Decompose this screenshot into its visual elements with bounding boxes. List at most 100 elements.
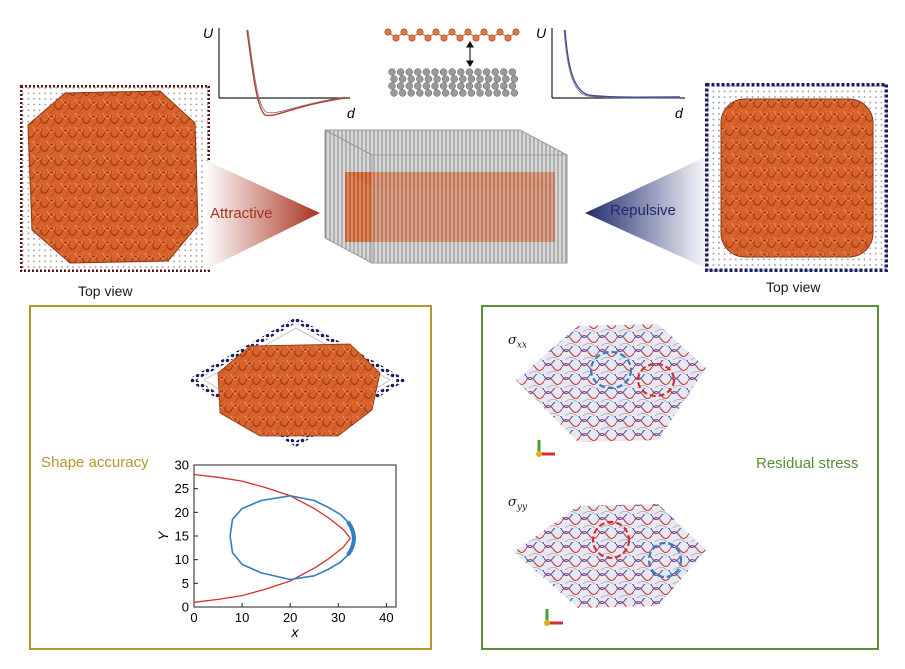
substrate-atom (502, 75, 510, 83)
substrate-atom (450, 75, 458, 83)
substrate-atom (431, 68, 439, 76)
right-top-view-caption: Top view (766, 279, 821, 295)
substrate-atom (482, 82, 491, 90)
substrate-atom (416, 89, 424, 97)
attractive-potential-curve-shadow (247, 29, 346, 114)
substrate-atom (439, 82, 448, 90)
film-shape (720, 98, 874, 258)
x-tick-label: 40 (379, 610, 393, 625)
sigma-yy-label: σyy (508, 495, 528, 513)
substrate-atom (491, 82, 499, 90)
attractive-potential-plot: U d (203, 25, 356, 121)
substrate-atom (457, 82, 465, 90)
substrate-atom (482, 68, 491, 76)
repulsive-top-view-image (705, 83, 888, 272)
attractive-label: Attractive (210, 205, 273, 222)
shape-accuracy-panel (29, 305, 432, 650)
substrate-atom (388, 82, 396, 90)
substrate-atom (441, 89, 450, 97)
y-tick-label: 10 (175, 552, 189, 567)
substrate-atom (508, 68, 517, 76)
substrate-atom (405, 68, 413, 76)
substrate-atom (439, 68, 448, 76)
x-tick-label: 20 (283, 610, 297, 625)
x-tick-label: 30 (331, 610, 345, 625)
substrate-atom (414, 82, 422, 90)
substrate-atom (398, 75, 407, 83)
repulsive-potential-curve-shadow (563, 29, 681, 99)
x-tick-label: 0 (190, 610, 197, 625)
substrate-atom (491, 68, 499, 76)
substrate-atom (424, 75, 433, 83)
residual-stress-panel (481, 305, 879, 650)
substrate-atom (396, 82, 405, 90)
y-tick-label: 15 (175, 529, 189, 544)
substrate-atom (448, 82, 456, 90)
d-axis-label: d (675, 105, 684, 121)
substrate-atom (414, 68, 422, 76)
x-axis-label: x (291, 624, 300, 640)
substrate-atoms (388, 68, 519, 97)
molecule-substrate-schematic (384, 28, 520, 97)
film-boundary-line (229, 495, 356, 581)
repulsive-wedge (585, 155, 710, 270)
rhombus-film-image (190, 318, 405, 447)
substrate-atom (448, 68, 456, 76)
d-axis-label: d (347, 105, 356, 121)
substrate-atom (431, 82, 439, 90)
polymer-chain (384, 28, 520, 42)
film-shape (27, 90, 199, 264)
left-top-view-caption: Top view (78, 283, 133, 299)
film-shape (514, 504, 706, 608)
substrate-3d-box (324, 129, 568, 264)
sigma-xx-label: σxx (508, 333, 528, 351)
substrate-atom (474, 82, 482, 90)
substrate-atom (467, 89, 476, 97)
substrate-atom (467, 75, 476, 83)
residual-stress-label: Residual stress (756, 455, 859, 472)
substrate-atom (500, 68, 508, 76)
substrate-atom (407, 75, 415, 83)
substrate-atom (407, 89, 415, 97)
repulsive-potential-curve (564, 29, 681, 98)
substrate-atom (422, 82, 431, 90)
shape-accuracy-label: Shape accuracy (41, 454, 149, 471)
compressive-region-circle (589, 350, 633, 390)
substrate-atom (493, 75, 501, 83)
substrate-atom (398, 89, 407, 97)
substrate-atom (465, 68, 474, 76)
substrate-atom (500, 82, 508, 90)
attractive-potential-curve (246, 29, 346, 117)
y-tick-label: 25 (175, 481, 189, 496)
substrate-atom (484, 89, 493, 97)
substrate-atom (502, 89, 510, 97)
film-boundary-thick-edge (346, 520, 356, 557)
sigma-xx-stress-map (516, 324, 706, 442)
y-tick-label: 20 (175, 505, 189, 520)
sigma-yy-stress-map (514, 504, 706, 608)
compressive-region-circle (647, 541, 683, 579)
substrate-atom (441, 75, 450, 83)
substrate-atom (465, 82, 474, 90)
substrate-atom (424, 89, 433, 97)
y-tick-label: 0 (182, 600, 189, 615)
substrate-atom (433, 75, 441, 83)
repulsive-label: Repulsive (610, 202, 676, 219)
shape-accuracy-chart: 0 10 20 30 40 0 5 10 15 20 25 30 x Y (155, 458, 397, 640)
substrate-atom (510, 75, 519, 83)
substrate-atom (510, 89, 519, 97)
tensile-region-circle (636, 362, 676, 398)
substrate-atom (390, 89, 398, 97)
repulsive-potential-plot: U d (536, 25, 685, 121)
substrate-atom (474, 68, 482, 76)
substrate-atom (416, 75, 424, 83)
substrate-atom (396, 68, 405, 76)
target-shape-line (193, 473, 351, 603)
substrate-atom (422, 68, 431, 76)
substrate-atom (390, 75, 398, 83)
u-axis-label: U (203, 25, 214, 41)
substrate-atom (459, 89, 467, 97)
axes-triad-icon (544, 609, 563, 626)
substrate-atom (459, 75, 467, 83)
y-tick-label: 5 (182, 576, 189, 591)
